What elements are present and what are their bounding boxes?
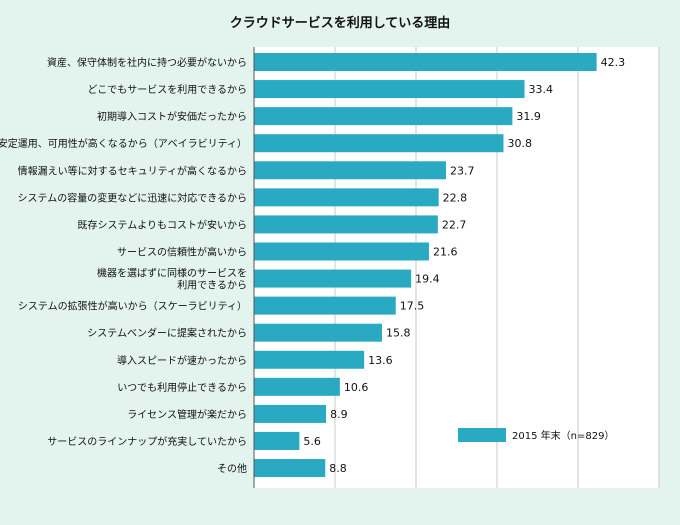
category-label: システムベンダーに提案されたから bbox=[87, 327, 247, 340]
legend-swatch bbox=[458, 428, 506, 442]
category-label: 情報漏えい等に対するセキュリティが高くなるから bbox=[18, 164, 247, 177]
value-label: 33.4 bbox=[529, 83, 554, 96]
value-label: 8.9 bbox=[330, 408, 348, 421]
bar bbox=[254, 377, 340, 396]
value-label: 21.6 bbox=[433, 245, 458, 258]
category-labels: 資産、保守体制を社内に持つ必要がないからどこでもサービスを利用できるから初期導入… bbox=[0, 56, 247, 475]
category-label: その他 bbox=[217, 462, 247, 475]
chart-title: クラウドサービスを利用している理由 bbox=[230, 15, 451, 31]
category-label: システムの容量の変更などに迅速に対応できるから bbox=[18, 191, 248, 204]
bar bbox=[254, 431, 300, 450]
category-label: 導入スピードが速かったから bbox=[117, 354, 247, 367]
category-label: 既存システムよりもコストが安いから bbox=[78, 218, 248, 231]
value-label: 22.8 bbox=[443, 191, 468, 204]
category-label: いつでも利用停止できるから bbox=[117, 381, 247, 394]
value-label: 19.4 bbox=[415, 273, 440, 286]
legend-label: 2015 年末（n=829） bbox=[512, 429, 614, 442]
value-label: 15.8 bbox=[386, 327, 411, 340]
bar bbox=[254, 459, 326, 478]
value-label: 31.9 bbox=[516, 110, 541, 123]
category-label: 機器を選ばずに同様のサービスを bbox=[97, 267, 247, 280]
bar bbox=[254, 296, 396, 315]
value-labels: 42.3 33.4 31.9 30.8 23.7 22.8 22.7 21.6 19.4 17.5… bbox=[303, 56, 625, 475]
bar bbox=[254, 107, 513, 126]
category-label: 利用できるから bbox=[177, 280, 247, 292]
value-label: 5.6 bbox=[303, 435, 321, 448]
bar bbox=[254, 350, 365, 369]
category-label: システムの拡張性が高いから（スケーラビリティ） bbox=[18, 300, 247, 313]
category-label: ライセンス管理が楽だから bbox=[127, 408, 247, 421]
category-label: 安定運用、可用性が高くなるから（アベイラビリティ） bbox=[0, 137, 247, 150]
category-label: サービスの信頼性が高いから bbox=[117, 245, 247, 258]
category-label: 資産、保守体制を社内に持つ必要がないから bbox=[47, 56, 247, 69]
legend: 2015 年末（n=829） bbox=[458, 428, 614, 442]
bar bbox=[254, 80, 525, 99]
bar bbox=[254, 134, 504, 153]
value-label: 23.7 bbox=[450, 164, 475, 177]
bar bbox=[254, 188, 439, 207]
bar bbox=[254, 269, 412, 288]
bar bbox=[254, 161, 446, 180]
value-label: 30.8 bbox=[507, 137, 531, 150]
bar bbox=[254, 242, 429, 261]
value-label: 42.3 bbox=[601, 56, 626, 69]
bar bbox=[254, 323, 382, 342]
value-label: 10.6 bbox=[344, 381, 369, 394]
value-label: 8.8 bbox=[329, 462, 347, 475]
category-label: サービスのラインナップが充実していたから bbox=[47, 435, 247, 448]
value-label: 22.7 bbox=[442, 218, 467, 231]
bar bbox=[254, 53, 597, 71]
bars bbox=[254, 53, 597, 478]
value-label: 13.6 bbox=[368, 354, 393, 367]
bar bbox=[254, 404, 327, 423]
category-label: どこでもサービスを利用できるから bbox=[88, 84, 248, 96]
value-label: 17.5 bbox=[400, 300, 425, 313]
category-label: 初期導入コストが安価だったから bbox=[97, 110, 247, 123]
bar bbox=[254, 215, 438, 234]
